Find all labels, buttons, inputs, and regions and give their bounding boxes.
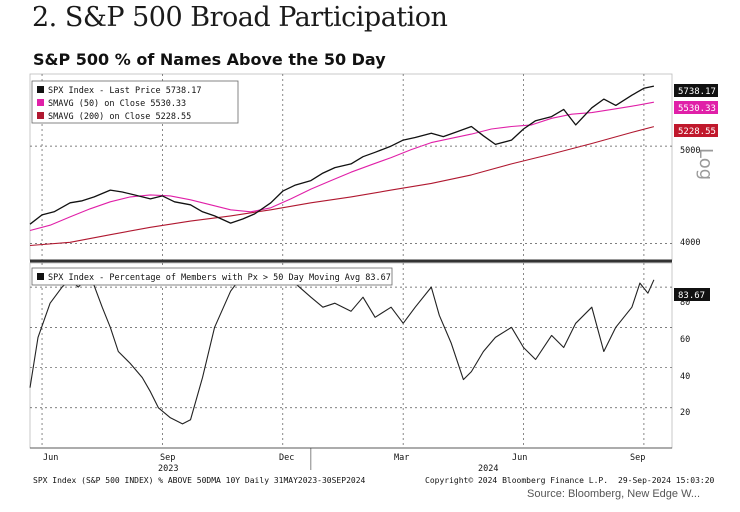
series-lines <box>29 85 655 425</box>
x-year-2024: 2024 <box>478 464 498 474</box>
breadth-tick-60: 60 <box>680 335 690 345</box>
series-line-breadth <box>29 270 655 425</box>
breadth-panel-frame <box>29 262 673 449</box>
x-label-jun-2023: Jun <box>43 453 58 463</box>
legend-sma200: SMAVG (200) on Close 5228.55 <box>48 112 191 122</box>
legend-sma50: SMAVG (50) on Close 5530.33 <box>48 99 186 109</box>
page-heading: 2. S&P 500 Broad Participation <box>32 2 448 33</box>
breadth-tick-20: 20 <box>680 408 690 418</box>
footer-copyright: Copyright© 2024 Bloomberg Finance L.P. <box>425 476 609 485</box>
legend-swatch-sma200 <box>37 112 44 119</box>
breadth-legend: SPX Index - Percentage of Members with P… <box>31 267 393 286</box>
x-label-dec-2023: Dec <box>279 453 294 463</box>
price-legend: SPX Index - Last Price 5738.17 SMAVG (50… <box>31 80 239 124</box>
x-label-mar-2024: Mar <box>394 453 409 463</box>
price-tick-5000: 5000 <box>680 146 700 156</box>
series-line-sma50 <box>29 101 654 232</box>
x-label-sep-2024: Sep <box>630 453 645 463</box>
price-tick-4000: 4000 <box>680 238 700 248</box>
legend-swatch-breadth <box>37 273 44 280</box>
series-line-sma200 <box>29 126 655 247</box>
spx-breadth-chart: SPX Index - Last Price 5738.17 SMAVG (50… <box>29 73 718 474</box>
chart-subtitle: S&P 500 % of Names Above the 50 Day <box>33 50 386 69</box>
tag-breadth-bg <box>674 288 710 301</box>
tag-breadth: 83.67 <box>678 291 705 301</box>
breadth-tick-40: 40 <box>680 372 690 382</box>
breadth-tick-80: 80 <box>680 298 690 308</box>
x-year-2023: 2023 <box>158 464 178 474</box>
x-label-jun-2024: Jun <box>512 453 527 463</box>
source-note: Source: Bloomberg, New Edge W... <box>527 488 701 500</box>
legend-swatch-sma50 <box>37 99 44 106</box>
series-line-spx-price <box>29 85 655 225</box>
tag-price: 5738.17 <box>678 87 716 97</box>
gridlines <box>30 74 672 470</box>
legend-swatch-price <box>37 86 44 93</box>
legend-breadth: SPX Index - Percentage of Members with P… <box>48 273 391 283</box>
tag-price-bg <box>674 84 718 97</box>
x-label-sep-2023: Sep <box>160 453 175 463</box>
chart-footer: SPX Index (S&P 500 INDEX) % ABOVE 50DMA … <box>33 476 714 512</box>
tag-sma200-bg <box>674 124 718 137</box>
log-scale-label: Log <box>695 148 716 180</box>
tag-sma50: 5530.33 <box>678 104 716 114</box>
tag-sma50-bg <box>674 101 718 114</box>
footer-timestamp: 29-Sep-2024 15:03:20 <box>618 476 715 485</box>
tag-sma200: 5228.55 <box>678 127 716 137</box>
footer-description: SPX Index (S&P 500 INDEX) % ABOVE 50DMA … <box>33 476 366 485</box>
legend-price: SPX Index - Last Price 5738.17 <box>48 86 202 96</box>
